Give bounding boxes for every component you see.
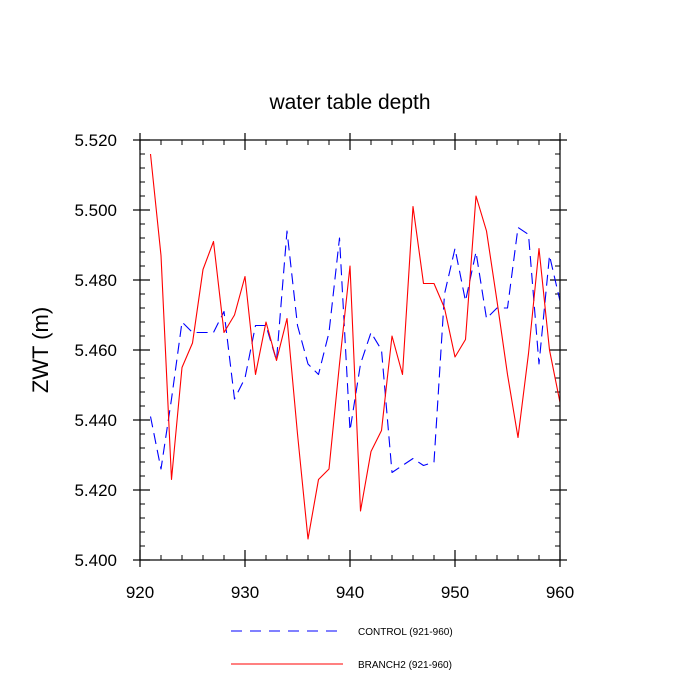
major-ticks xyxy=(133,133,567,567)
x-tick-labels: 920 930 940 950 960 xyxy=(126,583,574,602)
y-tick-label: 5.420 xyxy=(74,481,117,500)
series-layer xyxy=(149,153,561,540)
x-tick-label: 960 xyxy=(546,583,574,602)
series-line-control xyxy=(149,226,561,474)
plot-frame xyxy=(139,139,561,561)
y-axis-label: ZWT (m) xyxy=(28,307,53,393)
y-tick-label: 5.460 xyxy=(74,341,117,360)
y-tick-label: 5.520 xyxy=(74,131,117,150)
y-tick-labels: 5.400 5.420 5.440 5.460 5.480 5.500 5.520 xyxy=(74,131,117,570)
series-line-branch2 xyxy=(149,153,561,540)
x-tick-label: 920 xyxy=(126,583,154,602)
x-tick-label: 950 xyxy=(441,583,469,602)
x-tick-label: 930 xyxy=(231,583,259,602)
x-tick-label: 940 xyxy=(336,583,364,602)
legend: CONTROL (921-960) BRANCH2 (921-960) xyxy=(231,627,453,671)
y-tick-label: 5.400 xyxy=(74,551,117,570)
y-tick-label: 5.500 xyxy=(74,201,117,220)
legend-label: CONTROL (921-960) xyxy=(358,627,453,638)
chart-title: water table depth xyxy=(268,91,430,114)
y-tick-label: 5.480 xyxy=(74,271,117,290)
y-tick-label: 5.440 xyxy=(74,411,117,430)
legend-label: BRANCH2 (921-960) xyxy=(358,660,452,671)
minor-ticks xyxy=(140,140,560,560)
